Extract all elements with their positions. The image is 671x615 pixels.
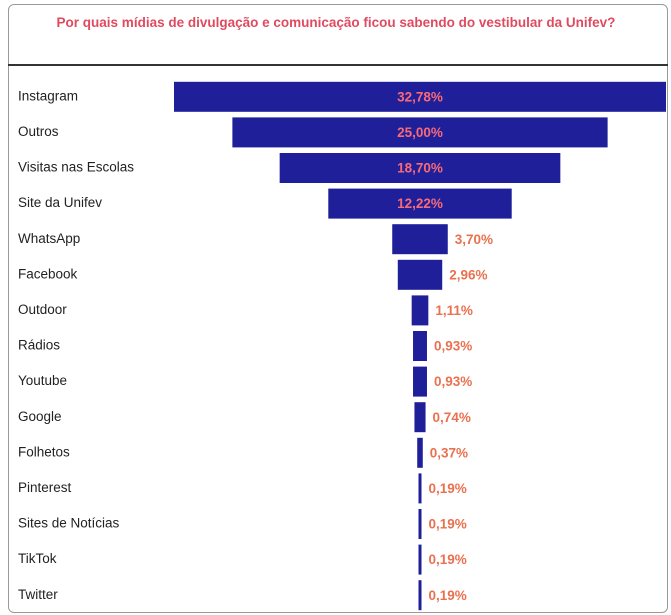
category-label: Visitas nas Escolas bbox=[18, 160, 134, 175]
category-label: Folhetos bbox=[18, 444, 70, 459]
value-label: 2,96% bbox=[449, 267, 487, 282]
funnel-bar bbox=[392, 224, 448, 255]
value-label: 0,93% bbox=[434, 339, 472, 354]
category-label: WhatsApp bbox=[18, 231, 80, 246]
value-label: 0,93% bbox=[434, 374, 472, 389]
funnel-bar bbox=[418, 509, 422, 539]
chart-title: Por quais mídias de divulgação e comunic… bbox=[56, 15, 616, 30]
funnel-bar bbox=[411, 295, 429, 326]
category-label: Outdoor bbox=[18, 302, 67, 317]
category-label: Sites de Notícias bbox=[18, 516, 120, 531]
funnel-bar bbox=[414, 402, 426, 433]
category-label: Rádios bbox=[18, 338, 60, 353]
category-label: Site da Unifev bbox=[18, 195, 102, 210]
value-label: 0,19% bbox=[429, 588, 467, 603]
funnel-bar bbox=[417, 437, 423, 468]
value-label: 25,00% bbox=[397, 125, 443, 140]
funnel-bar bbox=[279, 153, 561, 183]
value-label: 0,19% bbox=[429, 481, 467, 496]
value-label: 0,37% bbox=[430, 445, 468, 460]
funnel-bar bbox=[397, 259, 443, 290]
category-label: Instagram bbox=[18, 88, 78, 103]
value-label: 18,70% bbox=[397, 161, 443, 176]
title-rule bbox=[8, 64, 668, 66]
funnel-bar bbox=[418, 544, 422, 575]
funnel-bar bbox=[418, 580, 422, 611]
funnel-bar bbox=[413, 331, 427, 361]
value-label: 3,70% bbox=[455, 232, 493, 247]
funnel-bar bbox=[418, 473, 422, 504]
category-label: Pinterest bbox=[18, 480, 72, 495]
value-label: 0,19% bbox=[429, 517, 467, 532]
value-label: 0,74% bbox=[433, 410, 471, 425]
category-label: Outros bbox=[18, 124, 59, 139]
value-label: 32,78% bbox=[397, 89, 443, 104]
category-label: Youtube bbox=[18, 373, 67, 388]
value-label: 1,11% bbox=[435, 303, 473, 318]
value-label: 12,22% bbox=[397, 196, 443, 211]
funnel-bar bbox=[174, 81, 666, 112]
category-label: Google bbox=[18, 409, 62, 424]
funnel-bar bbox=[232, 117, 608, 148]
funnel-bar bbox=[413, 366, 427, 397]
category-label: Twitter bbox=[18, 587, 58, 602]
chart-frame bbox=[8, 4, 668, 613]
funnel-bar bbox=[328, 188, 512, 219]
category-label: Facebook bbox=[18, 266, 78, 281]
value-label: 0,19% bbox=[429, 552, 467, 567]
category-label: TikTok bbox=[18, 551, 57, 566]
